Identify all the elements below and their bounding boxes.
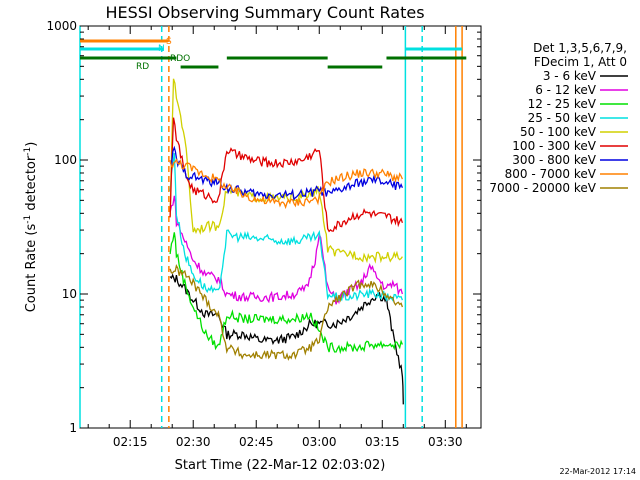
vertical-markers xyxy=(79,26,463,428)
svg-text:Count Rate (s-1 detector-1): Count Rate (s-1 detector-1) xyxy=(23,142,39,313)
x-tick-label-5: 03:30 xyxy=(428,435,463,449)
axes: 02:15 02:30 02:45 03:00 03:15 03:30 1 10 100 1000 xyxy=(46,19,481,449)
legend-header-1: Det 1,3,5,6,7,9, xyxy=(533,41,627,55)
legend-label-6: 300 - 800 keV xyxy=(512,153,596,167)
y-axis-label-exp1: -1 xyxy=(23,215,33,224)
legend: Det 1,3,5,6,7,9, FDecim 1, Att 0 3 - 6 k… xyxy=(489,41,628,195)
x-tick-label-0: 02:15 xyxy=(113,435,148,449)
y-tick-label-3: 1000 xyxy=(46,19,77,33)
status-n-label: N xyxy=(158,44,165,54)
series-line-8 xyxy=(169,264,404,361)
y-axis-label: Count Rate (s-1 detector-1) xyxy=(23,142,39,313)
series-line-4 xyxy=(169,78,403,264)
legend-label-2: 12 - 25 keV xyxy=(528,97,597,111)
legend-header-2: FDecim 1, Att 0 xyxy=(534,55,627,69)
series-line-3 xyxy=(169,153,404,302)
status-bars: SN RDO RD xyxy=(80,37,467,72)
y-tick-label-1: 10 xyxy=(62,287,77,301)
x-axis-label: Start Time (22-Mar-12 02:03:02) xyxy=(175,458,386,473)
y-tick-label-0: 1 xyxy=(69,421,77,435)
y-axis-label-main: Count Rate (s xyxy=(24,224,39,313)
series-line-5 xyxy=(169,117,404,233)
series-line-2 xyxy=(169,232,403,355)
data-series xyxy=(169,78,404,405)
status-rd-label: RD xyxy=(136,62,149,72)
x-tick-label-2: 02:45 xyxy=(239,435,274,449)
x-tick-label-3: 03:00 xyxy=(302,435,337,449)
y-tick-label-2: 100 xyxy=(54,153,77,167)
series-line-1 xyxy=(169,195,404,305)
legend-label-7: 800 - 7000 keV xyxy=(505,167,597,181)
legend-label-3: 25 - 50 keV xyxy=(528,111,597,125)
legend-label-1: 6 - 12 keV xyxy=(535,83,597,97)
legend-label-0: 3 - 6 keV xyxy=(543,69,597,83)
footer-timestamp: 22-Mar-2012 17:14 xyxy=(560,467,637,476)
status-s-label: S xyxy=(166,37,172,47)
x-tick-label-4: 03:15 xyxy=(365,435,400,449)
series-line-7 xyxy=(169,158,403,210)
plot-area xyxy=(79,25,482,429)
series-line-6 xyxy=(169,145,404,201)
y-axis-label-end: ) xyxy=(24,142,39,147)
chart-title: HESSI Observing Summary Count Rates xyxy=(105,3,424,22)
status-rdo-label: RDO xyxy=(170,54,190,64)
series-line-0 xyxy=(169,273,404,405)
y-axis-label-mid: detector xyxy=(24,155,39,215)
legend-label-5: 100 - 300 keV xyxy=(512,139,596,153)
legend-label-4: 50 - 100 keV xyxy=(520,125,597,139)
x-tick-label-1: 02:30 xyxy=(176,435,211,449)
y-axis-label-exp2: -1 xyxy=(23,147,33,156)
legend-label-8: 7000 - 20000 keV xyxy=(489,181,596,195)
